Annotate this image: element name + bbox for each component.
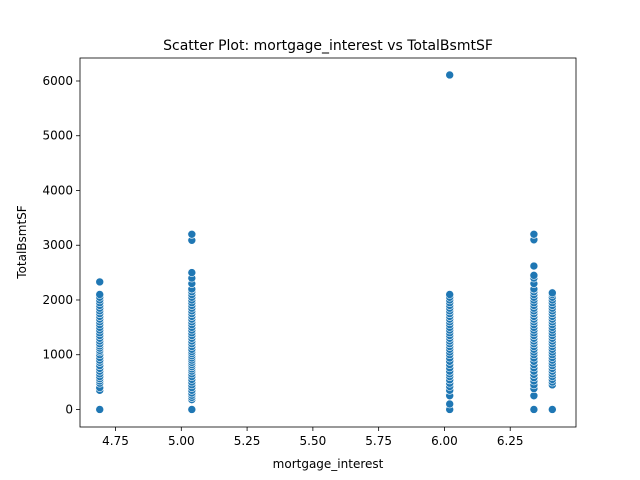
y-tick-label: 2000 [42, 293, 73, 307]
data-point [529, 271, 539, 280]
x-axis-ticks: 4.75 5.00 5.25 5.50 5.75 6.00 6.25 [102, 427, 524, 448]
data-point [187, 405, 197, 414]
data-point [548, 288, 557, 298]
data-point [95, 277, 105, 287]
data-point [529, 261, 539, 271]
data-points [95, 70, 557, 414]
x-tick-label: 6.25 [497, 434, 524, 448]
chart-title: Scatter Plot: mortgage_interest vs Total… [163, 38, 493, 54]
x-tick-label: 6.00 [431, 434, 458, 448]
data-point [95, 405, 105, 414]
data-point [187, 229, 197, 239]
x-tick-label: 5.50 [300, 434, 327, 448]
y-axis-label: TotalBsmtSF [15, 205, 29, 280]
x-tick-label: 4.75 [102, 434, 129, 448]
x-axis-label: mortgage_interest [273, 457, 384, 471]
y-tick-label: 5000 [42, 129, 73, 143]
y-tick-label: 1000 [42, 348, 73, 362]
data-point [529, 229, 539, 239]
x-tick-label: 5.75 [365, 434, 392, 448]
data-point [529, 405, 539, 414]
data-point [529, 391, 539, 401]
data-point [187, 268, 197, 277]
plot-area-frame [79, 57, 577, 428]
x-tick-label: 5.00 [168, 434, 195, 448]
x-tick-label: 5.25 [234, 434, 261, 448]
data-point [548, 405, 557, 414]
y-axis-ticks: 0 1000 2000 3000 4000 5000 6000 [42, 74, 80, 416]
y-tick-label: 6000 [42, 74, 73, 88]
data-point [95, 290, 105, 299]
y-tick-label: 3000 [42, 238, 73, 252]
data-point [445, 399, 455, 409]
y-tick-label: 0 [65, 402, 73, 416]
data-point [445, 70, 455, 80]
y-tick-label: 4000 [42, 183, 73, 197]
data-point [445, 290, 455, 299]
